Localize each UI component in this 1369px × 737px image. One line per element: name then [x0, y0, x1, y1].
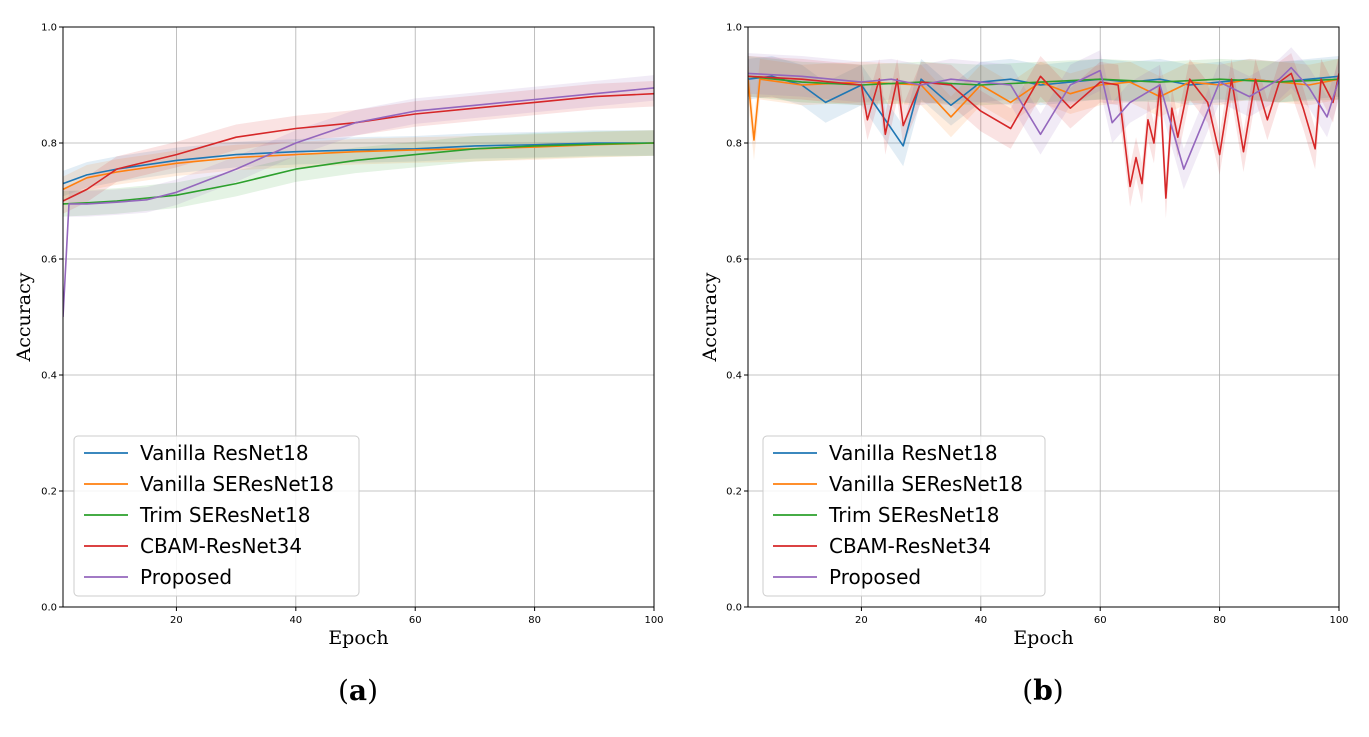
y-tick-label: 0.6: [41, 255, 57, 266]
legend-label-2: Trim SEResNet18: [139, 503, 311, 527]
y-tick-label: 0.4: [726, 371, 742, 382]
legend-label-2: Trim SEResNet18: [828, 503, 1000, 527]
legend-label-1: Vanilla SEResNet18: [140, 472, 334, 496]
plot-area: [748, 47, 1339, 219]
series-line-3: [63, 92, 654, 202]
x-tick-label: 80: [528, 615, 541, 626]
x-tick-label: 80: [1213, 615, 1226, 626]
series-line-2: [748, 75, 1339, 86]
series-line-0: [63, 142, 654, 185]
caption-letter: b: [1033, 674, 1053, 707]
y-tick-label: 0.4: [41, 371, 57, 382]
series-band-4: [63, 75, 654, 330]
series-band-2: [63, 130, 654, 217]
legend-label-4: Proposed: [140, 565, 232, 589]
x-tick-label: 100: [1329, 615, 1348, 626]
caption-open-paren: (: [338, 674, 349, 707]
legend-label-3: CBAM-ResNet34: [829, 534, 991, 558]
series-line-4: [748, 66, 1339, 170]
y-axis-title: Accuracy: [699, 272, 721, 362]
legend-label-0: Vanilla ResNet18: [829, 441, 998, 465]
series-band-0: [748, 56, 1339, 167]
x-tick-label: 60: [1094, 615, 1107, 626]
chart-panel-b: 20 40 60 80 100 0.0 0.2 0.4 0.6 0.8 1.0 Epoch Accura…: [699, 23, 1349, 708]
x-tick-label: 20: [170, 615, 183, 626]
y-tick-label: 0.6: [726, 255, 742, 266]
y-tick-label: 0.2: [41, 487, 57, 498]
legend-label-3: CBAM-ResNet34: [140, 534, 302, 558]
y-tick-label: 1.0: [41, 23, 57, 34]
axes-frame: [747, 26, 1340, 608]
y-tick-label: 0.8: [726, 139, 742, 150]
y-tick-label: 0.2: [726, 487, 742, 498]
x-tick-label: 60: [409, 615, 422, 626]
y-tick-label: 0.0: [726, 603, 742, 614]
series-band-3: [748, 53, 1339, 219]
series-band-3: [63, 80, 654, 214]
y-axis-title: Accuracy: [13, 272, 35, 362]
caption-open-paren: (: [1022, 674, 1033, 707]
y-tick-label: 0.0: [41, 603, 57, 614]
legend-box: [73, 435, 360, 597]
panel-caption: (b): [1022, 674, 1063, 707]
chart-panel-a: 20 40 60 80 100 0.0 0.2 0.4 0.6 0.8 1.0 Epoch Accura…: [13, 23, 664, 708]
plot-area: [63, 75, 654, 330]
y-tick-label: 1.0: [726, 23, 742, 34]
axes-frame: [62, 26, 655, 608]
y-tick-label: 0.8: [41, 139, 57, 150]
x-axis-title: Epoch: [1013, 627, 1073, 649]
x-tick-label: 40: [974, 615, 987, 626]
legend: Vanilla ResNet18 Vanilla SEResNet18 Trim S…: [762, 435, 1046, 597]
legend-label-4: Proposed: [829, 565, 921, 589]
x-axis-title: Epoch: [328, 627, 388, 649]
legend-label-0: Vanilla ResNet18: [140, 441, 309, 465]
legend-label-1: Vanilla SEResNet18: [829, 472, 1023, 496]
caption-close-paren: ): [1053, 674, 1064, 707]
series-line-4: [63, 87, 654, 318]
x-tick-label: 100: [644, 615, 663, 626]
series-line-3: [748, 72, 1339, 199]
panel-caption: (a): [338, 674, 378, 707]
x-tick-label: 40: [289, 615, 302, 626]
caption-close-paren: ): [367, 674, 378, 707]
x-tick-label: 20: [855, 615, 868, 626]
legend-box: [762, 435, 1046, 597]
legend: Vanilla ResNet18 Vanilla SEResNet18 Trim S…: [73, 435, 360, 597]
series-line-2: [63, 142, 654, 205]
caption-letter: a: [349, 674, 367, 707]
